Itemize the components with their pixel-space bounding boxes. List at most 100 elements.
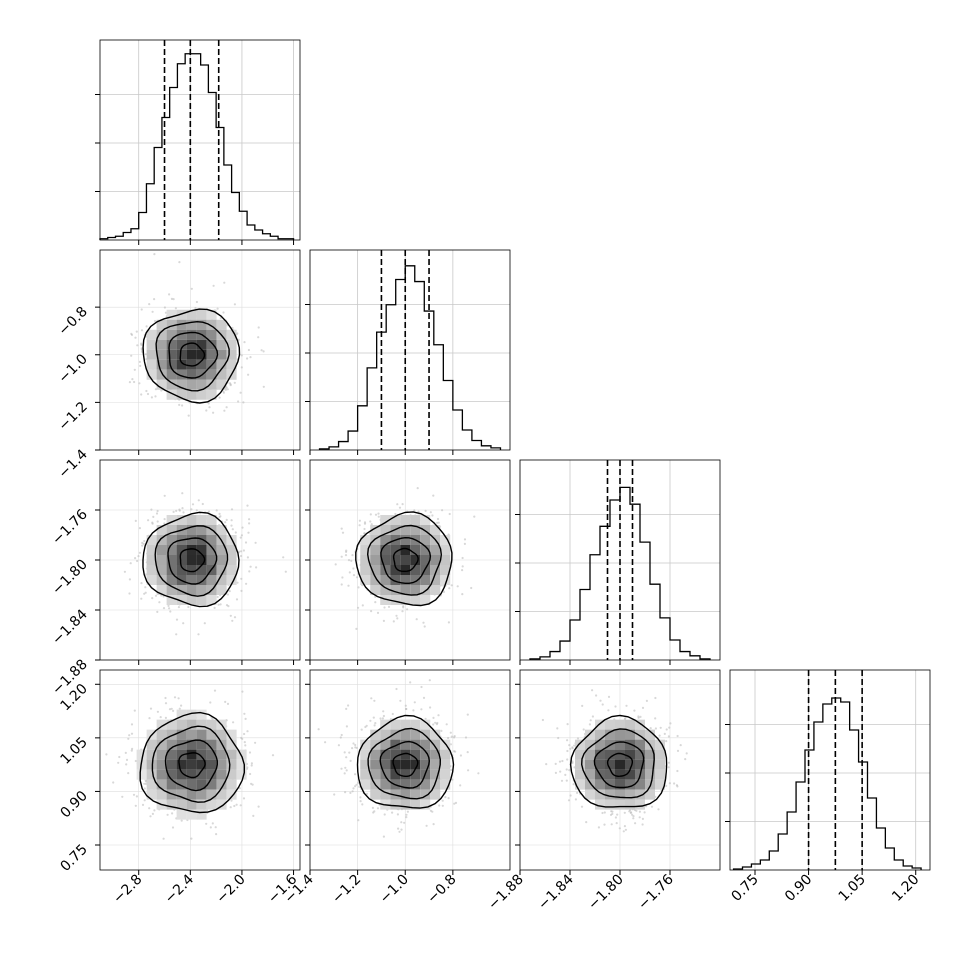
scatter-point — [138, 527, 141, 530]
scatter-point — [228, 382, 232, 385]
scatter-point — [618, 827, 621, 830]
x-tick-label: −1.76 — [635, 871, 677, 913]
density-cell — [410, 729, 421, 740]
scatter-point — [557, 736, 560, 740]
density-cell — [146, 789, 157, 800]
density-cell — [390, 749, 401, 760]
density-cell — [585, 729, 595, 740]
density-cell — [146, 339, 157, 350]
scatter-point — [676, 769, 679, 773]
scatter-point — [254, 741, 257, 744]
scatter-panel-2-1 — [305, 459, 511, 665]
scatter-panel-3-1 — [305, 669, 511, 875]
density-cell — [615, 779, 625, 790]
scatter-point — [213, 606, 216, 610]
density-cell — [226, 759, 237, 770]
scatter-point — [249, 356, 252, 359]
scatter-point — [156, 509, 159, 513]
scatter-point — [554, 771, 558, 775]
contour-line — [580, 728, 655, 799]
contour-line — [164, 739, 218, 792]
scatter-point — [219, 603, 222, 606]
scatter-point — [347, 584, 350, 587]
scatter-point — [240, 534, 243, 537]
scatter-point — [168, 293, 171, 296]
scatter-point — [226, 702, 230, 706]
scatter-point — [564, 773, 567, 777]
scatter-point — [134, 557, 137, 560]
density-cell — [440, 769, 451, 780]
scatter-point — [352, 567, 355, 570]
density-cell — [605, 759, 615, 770]
density-cell — [615, 729, 625, 740]
scatter-point — [364, 725, 367, 729]
x-tick-label: −2.0 — [213, 872, 248, 907]
density-cell — [206, 339, 217, 350]
scatter-point — [175, 633, 178, 636]
scatter-point — [257, 336, 260, 339]
scatter-point — [665, 728, 668, 731]
scatter-point — [354, 785, 357, 788]
density-cell — [226, 779, 237, 790]
scatter-point — [229, 806, 232, 809]
density-cell — [430, 565, 441, 575]
scatter-point — [246, 556, 249, 559]
density-cell — [206, 729, 217, 740]
scatter-point — [601, 703, 604, 706]
scatter-point — [614, 816, 618, 819]
scatter-panel-2-0 — [95, 459, 301, 665]
scatter-point — [358, 785, 361, 789]
density-cell — [420, 515, 431, 525]
density-cell — [176, 309, 187, 320]
x-tick-label: −1.2 — [329, 872, 364, 907]
scatter-point — [581, 704, 584, 708]
scatter-point — [207, 510, 211, 513]
scatter-point — [371, 806, 374, 810]
density-cell — [156, 555, 167, 565]
scatter-point — [355, 627, 358, 631]
scatter-point — [374, 513, 378, 516]
scatter-point — [649, 727, 652, 730]
density-cell — [176, 359, 187, 370]
scatter-point — [556, 727, 559, 730]
density-cell — [595, 759, 605, 770]
scatter-point — [415, 618, 418, 621]
scatter-point — [135, 795, 138, 798]
density-cell — [206, 799, 217, 810]
density-cell — [176, 369, 187, 380]
scatter-point — [244, 541, 248, 544]
scatter-point — [271, 754, 275, 757]
density-cell — [655, 759, 665, 770]
density-cell — [420, 585, 431, 595]
contour-line — [379, 740, 431, 789]
scatter-point — [130, 723, 134, 726]
density-cell — [226, 729, 237, 740]
density-cell — [360, 575, 371, 585]
density-cell — [410, 595, 421, 605]
density-cell — [206, 309, 217, 320]
scatter-point — [242, 401, 245, 404]
density-cell — [360, 555, 371, 565]
density-cell — [390, 719, 401, 730]
density-cell — [196, 799, 207, 810]
scatter-point — [112, 781, 115, 784]
density-cell — [380, 555, 391, 565]
scatter-point — [201, 502, 204, 506]
density-cell — [370, 739, 381, 750]
scatter-point — [239, 804, 242, 807]
density-cell — [176, 729, 187, 740]
density-cell — [380, 749, 391, 760]
scatter-point — [240, 366, 243, 369]
density-cell — [400, 545, 411, 555]
density-cell — [390, 555, 401, 565]
density-cell — [176, 565, 187, 575]
scatter-point — [337, 744, 340, 747]
scatter-point — [668, 782, 672, 785]
scatter-point — [164, 696, 167, 700]
density-cell — [176, 749, 187, 760]
x-tick-label: 0.90 — [782, 872, 815, 905]
density-cell — [645, 759, 655, 770]
scatter-point — [247, 531, 250, 534]
scatter-panel-3-0 — [95, 669, 301, 875]
density-cell — [216, 789, 227, 800]
